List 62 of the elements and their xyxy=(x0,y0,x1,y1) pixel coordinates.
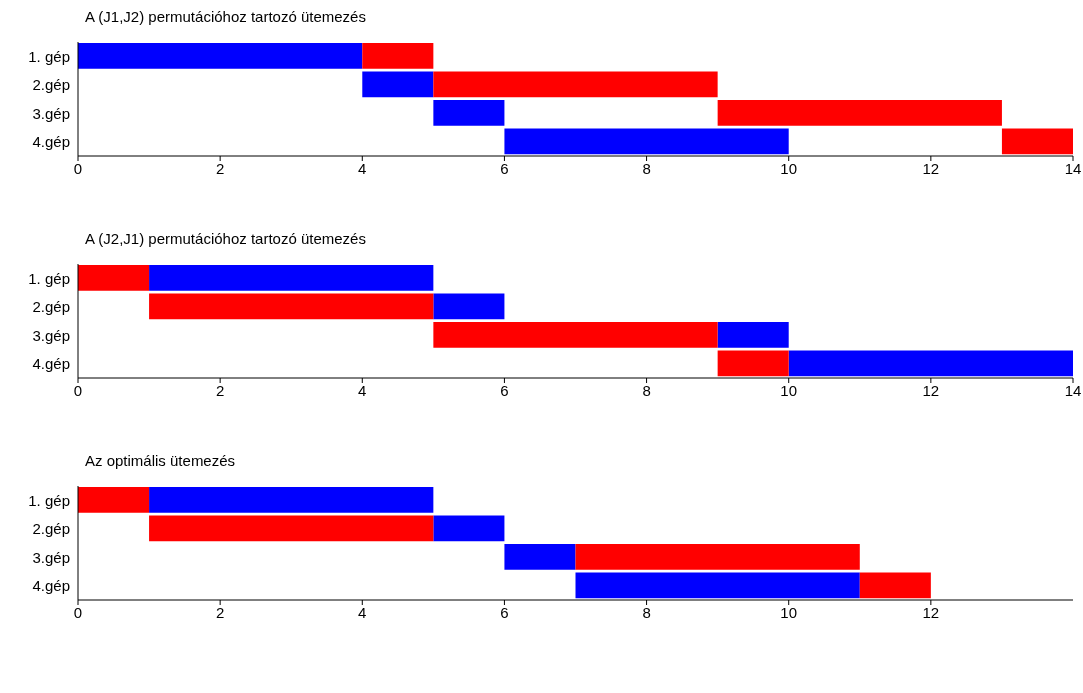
bar xyxy=(717,350,789,377)
x-tick-label: 2 xyxy=(215,381,225,399)
x-tick-label: 14 xyxy=(1064,381,1082,399)
x-tick-label: 2 xyxy=(215,603,225,621)
bar xyxy=(433,100,505,126)
x-tick-label: 4 xyxy=(358,381,367,399)
x-tick-label: 12 xyxy=(922,381,940,399)
bar xyxy=(1001,128,1073,155)
x-tick-label: 0 xyxy=(73,381,83,399)
x-tick-label: 4 xyxy=(358,159,367,177)
x-tick-label: 12 xyxy=(922,603,940,621)
x-tick-label: 6 xyxy=(500,159,509,177)
bar xyxy=(504,128,789,155)
x-tick-label: 8 xyxy=(642,159,651,177)
bar xyxy=(717,100,1002,126)
chart-title: Az optimális ütemezés xyxy=(85,452,237,471)
bar xyxy=(433,515,505,542)
bar xyxy=(78,43,363,69)
y-tick-label: 3.gép xyxy=(32,326,70,344)
bar xyxy=(78,265,150,291)
y-tick-label: 4.gép xyxy=(32,355,70,373)
y-tick-label: 1. gép xyxy=(28,269,70,287)
x-tick-label: 0 xyxy=(73,603,83,621)
bar xyxy=(362,71,434,98)
x-tick-label: 12 xyxy=(922,159,940,177)
bar xyxy=(78,487,150,513)
x-tick-label: 8 xyxy=(642,603,651,621)
bar xyxy=(149,515,434,542)
chart-title: A (J1,J2) permutációhoz tartozó ütemezés xyxy=(85,8,367,27)
x-tick-label: 6 xyxy=(500,603,509,621)
y-tick-label: 4.gép xyxy=(32,133,70,151)
bar xyxy=(362,43,434,69)
x-tick-label: 8 xyxy=(642,381,651,399)
bar xyxy=(575,572,860,599)
bar xyxy=(788,350,1073,377)
x-tick-label: 14 xyxy=(1064,159,1082,177)
x-tick-label: 10 xyxy=(780,159,798,177)
bar xyxy=(575,544,860,570)
bar xyxy=(149,265,434,291)
bar xyxy=(433,293,505,320)
y-tick-label: 4.gép xyxy=(32,577,70,595)
y-tick-label: 1. gép xyxy=(28,47,70,65)
bar xyxy=(433,71,718,98)
x-tick-label: 6 xyxy=(500,381,509,399)
bar xyxy=(859,572,931,599)
x-tick-label: 2 xyxy=(215,159,225,177)
bar xyxy=(149,293,434,320)
y-tick-label: 1. gép xyxy=(28,491,70,509)
bar xyxy=(717,322,789,348)
y-tick-label: 2.gép xyxy=(32,520,70,538)
x-tick-label: 0 xyxy=(73,159,83,177)
bar xyxy=(433,322,718,348)
bar xyxy=(504,544,576,570)
y-tick-label: 3.gép xyxy=(32,104,70,122)
x-tick-label: 10 xyxy=(780,381,798,399)
y-tick-label: 2.gép xyxy=(32,76,70,94)
bar xyxy=(149,487,434,513)
x-tick-label: 10 xyxy=(780,603,798,621)
x-tick-label: 4 xyxy=(358,603,367,621)
y-tick-label: 3.gép xyxy=(32,548,70,566)
y-tick-label: 2.gép xyxy=(32,298,70,316)
chart-title: A (J2,J1) permutációhoz tartozó ütemezés xyxy=(85,230,367,249)
